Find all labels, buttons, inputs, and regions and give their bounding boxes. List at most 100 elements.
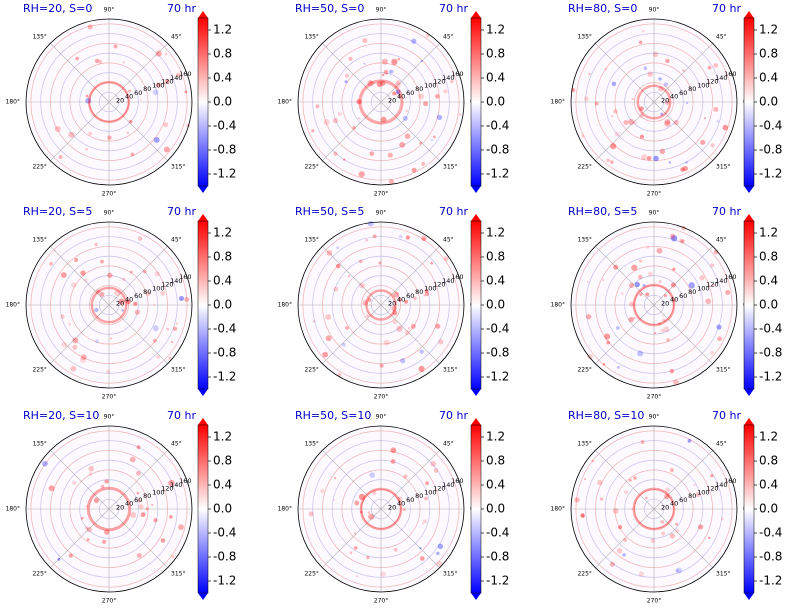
field-speckle xyxy=(379,363,384,368)
field-ring xyxy=(87,80,131,124)
field-speckle xyxy=(662,318,666,322)
field-speckle xyxy=(675,528,680,533)
theta-tick-label: 225° xyxy=(304,571,318,578)
panel-time-label: 70 hr xyxy=(167,2,196,15)
field-speckle xyxy=(170,340,174,344)
colorbar-extend-max xyxy=(198,418,208,425)
field-speckle xyxy=(70,365,77,372)
field-speckle xyxy=(443,256,449,262)
field-speckle xyxy=(710,143,715,148)
field-speckle xyxy=(658,322,662,326)
field-speckle xyxy=(656,247,663,254)
r-tick-label: 40 xyxy=(125,296,133,304)
r-tick-label: 140 xyxy=(170,277,182,285)
field-speckle xyxy=(679,238,684,243)
field-speckle xyxy=(138,504,144,510)
field-speckle xyxy=(688,282,695,289)
polar-panel: 0°45°90°135°180°225°270°315°204060801001… xyxy=(551,409,750,605)
theta-grid-line xyxy=(380,43,440,103)
r-tick-label: 60 xyxy=(134,496,142,504)
field-speckle xyxy=(613,264,619,270)
field-speckle xyxy=(358,117,361,120)
colorbar-tick-label: 1.2 xyxy=(759,23,778,37)
field-speckle xyxy=(184,296,190,302)
field-speckle xyxy=(586,280,589,283)
theta-tick-label: 90° xyxy=(649,210,660,217)
field-speckle xyxy=(392,319,398,325)
panel-time-label: 70 hr xyxy=(712,205,741,218)
field-speckle xyxy=(381,58,388,65)
field-speckle xyxy=(669,468,674,473)
field-speckle xyxy=(378,261,382,265)
field-speckle xyxy=(615,326,620,330)
field-speckle xyxy=(391,305,397,312)
field-speckle xyxy=(168,356,172,360)
colorbar-tick-label: -0.8 xyxy=(759,550,782,564)
field-speckle xyxy=(166,327,170,331)
colorbar-extend-max xyxy=(198,11,208,18)
field-speckle xyxy=(673,120,679,126)
polar-panel: 0°45°90°135°180°225°270°315°204060801001… xyxy=(278,205,477,401)
field-speckle xyxy=(49,261,53,266)
field-speckle xyxy=(400,358,406,364)
field-speckle xyxy=(640,439,645,444)
field-speckle xyxy=(100,484,105,489)
field-speckle xyxy=(629,301,635,307)
field-speckle xyxy=(404,133,411,139)
theta-grid-line xyxy=(108,450,168,510)
field-speckle xyxy=(421,522,424,525)
field-ring xyxy=(90,286,128,324)
polar-panel: 0°45°90°135°180°225°270°315°204060801001… xyxy=(278,409,477,605)
theta-grid-line xyxy=(653,304,713,364)
field-speckle xyxy=(95,339,99,344)
field-speckle xyxy=(380,116,387,123)
field-speckle xyxy=(57,557,61,561)
field-speckle xyxy=(71,282,77,288)
field-speckle xyxy=(612,508,619,514)
field-speckle xyxy=(353,532,357,535)
field-speckle xyxy=(425,481,430,486)
field-speckle xyxy=(311,129,315,133)
colorbar: -1.2 -0.8 -0.4 0.0 0.4 0.8 1.2 xyxy=(197,418,236,600)
theta-tick-label: 45° xyxy=(716,236,727,243)
polar-frame xyxy=(297,18,465,186)
field-speckle xyxy=(395,80,401,86)
colorbar: -1.2 -0.8 -0.4 0.0 0.4 0.8 1.2 xyxy=(470,11,509,193)
r-tick-label: 160 xyxy=(724,477,736,485)
colorbar-tick-label: 0.0 xyxy=(213,502,232,516)
colorbar-tick-label: 0.4 xyxy=(759,478,778,492)
field-ring xyxy=(365,289,397,321)
field-speckle xyxy=(669,533,676,539)
colorbar-tick-label: 0.4 xyxy=(486,274,505,288)
field-speckle xyxy=(140,512,146,518)
field-speckle xyxy=(343,158,346,161)
polar-frame xyxy=(297,425,465,593)
colorbar-tick-label: -0.8 xyxy=(213,143,236,157)
colorbar-extend-min xyxy=(471,186,481,193)
theta-grid-line xyxy=(50,43,110,103)
field-ring xyxy=(632,283,676,327)
field-speckle xyxy=(631,264,638,271)
field-speckle xyxy=(623,538,627,542)
polar-frame xyxy=(25,18,193,186)
colorbar-extend-max xyxy=(471,214,481,221)
colorbar-tick-label: -0.4 xyxy=(213,119,236,133)
field-speckle xyxy=(623,120,629,125)
field-speckle xyxy=(344,80,348,84)
panel-title: RH=50, S=5 xyxy=(295,205,364,218)
field-speckle xyxy=(641,29,645,33)
theta-tick-label: 45° xyxy=(171,440,182,447)
theta-grid-line xyxy=(50,246,110,306)
field-speckle xyxy=(676,567,683,574)
r-tick-label: 140 xyxy=(170,481,182,489)
field-speckle xyxy=(137,236,143,241)
colorbar-tick-label: -1.2 xyxy=(213,370,236,384)
field-speckle xyxy=(433,468,439,473)
panel-title: RH=20, S=10 xyxy=(23,409,99,422)
theta-tick-label: 180° xyxy=(278,302,292,309)
panel-time-label: 70 hr xyxy=(439,409,468,422)
colorbar-tick-label: -0.4 xyxy=(213,322,236,336)
field-speckle xyxy=(383,339,390,346)
field-speckle xyxy=(588,72,591,76)
field-speckle xyxy=(365,238,369,242)
